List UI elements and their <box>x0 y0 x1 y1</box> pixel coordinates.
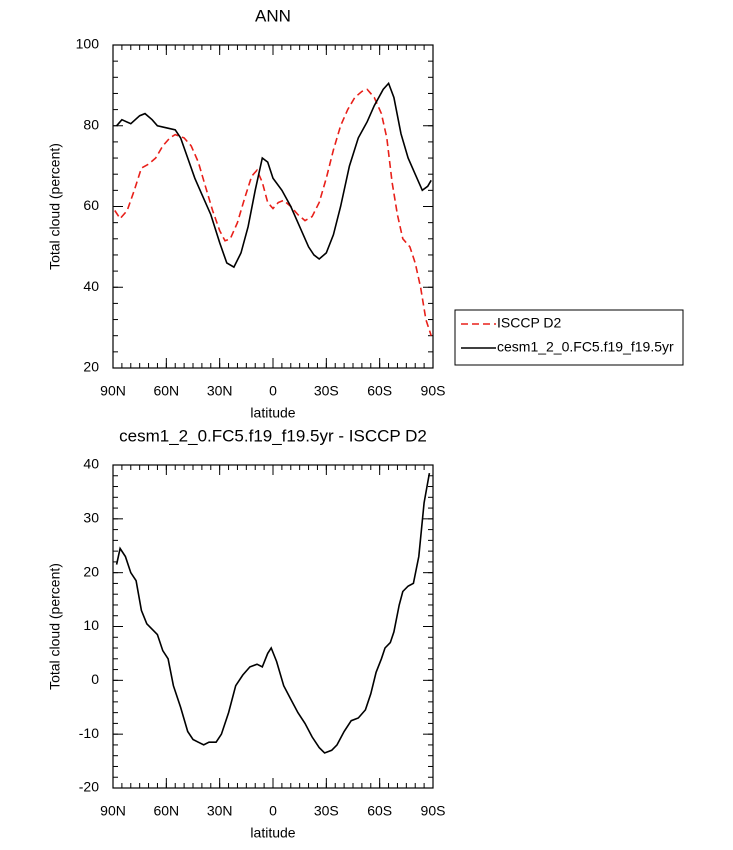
y-tick-label: 20 <box>83 563 99 579</box>
x-tick-label: 90S <box>421 803 446 819</box>
plot-frame <box>112 44 434 369</box>
x-axis-label: latitude <box>250 405 295 421</box>
x-tick-label: 90N <box>100 383 126 399</box>
x-tick-label: 30N <box>207 803 233 819</box>
x-tick-label: 0 <box>269 803 277 819</box>
x-tick-label: 60N <box>153 383 179 399</box>
x-tick-label: 90S <box>421 383 446 399</box>
y-tick-label: -20 <box>79 779 99 795</box>
y-axis-label: Total cloud (percent) <box>47 563 63 690</box>
y-tick-label: 60 <box>83 197 99 213</box>
y-tick-label: 0 <box>91 671 99 687</box>
x-tick-label: 90N <box>100 803 126 819</box>
chart-title: cesm1_2_0.FC5.f19_f19.5yr - ISCCP D2 <box>119 426 427 445</box>
data-line <box>115 81 432 269</box>
chart-title: ANN <box>255 6 291 25</box>
legend-box <box>454 309 684 366</box>
x-tick-label: 60S <box>367 803 392 819</box>
x-tick-label: 30S <box>314 803 339 819</box>
y-tick-label: 30 <box>83 510 99 526</box>
y-tick-label: 40 <box>83 278 99 294</box>
y-tick-label: 10 <box>83 617 99 633</box>
plot-frame <box>112 464 434 789</box>
x-tick-label: 30N <box>207 383 233 399</box>
x-axis-label: latitude <box>250 825 295 841</box>
x-tick-label: 60S <box>367 383 392 399</box>
y-tick-label: 20 <box>83 359 99 375</box>
y-axis-label: Total cloud (percent) <box>47 143 63 270</box>
y-tick-label: 40 <box>83 456 99 472</box>
data-line <box>114 88 432 336</box>
y-tick-label: 80 <box>83 116 99 132</box>
x-tick-label: 0 <box>269 383 277 399</box>
y-tick-label: -10 <box>79 725 99 741</box>
x-tick-label: 60N <box>153 803 179 819</box>
y-tick-label: 100 <box>76 36 100 52</box>
legend-label: cesm1_2_0.FC5.f19_f19.5yr <box>497 339 674 355</box>
data-line <box>115 472 431 754</box>
legend-label: ISCCP D2 <box>497 315 562 331</box>
x-tick-label: 30S <box>314 383 339 399</box>
